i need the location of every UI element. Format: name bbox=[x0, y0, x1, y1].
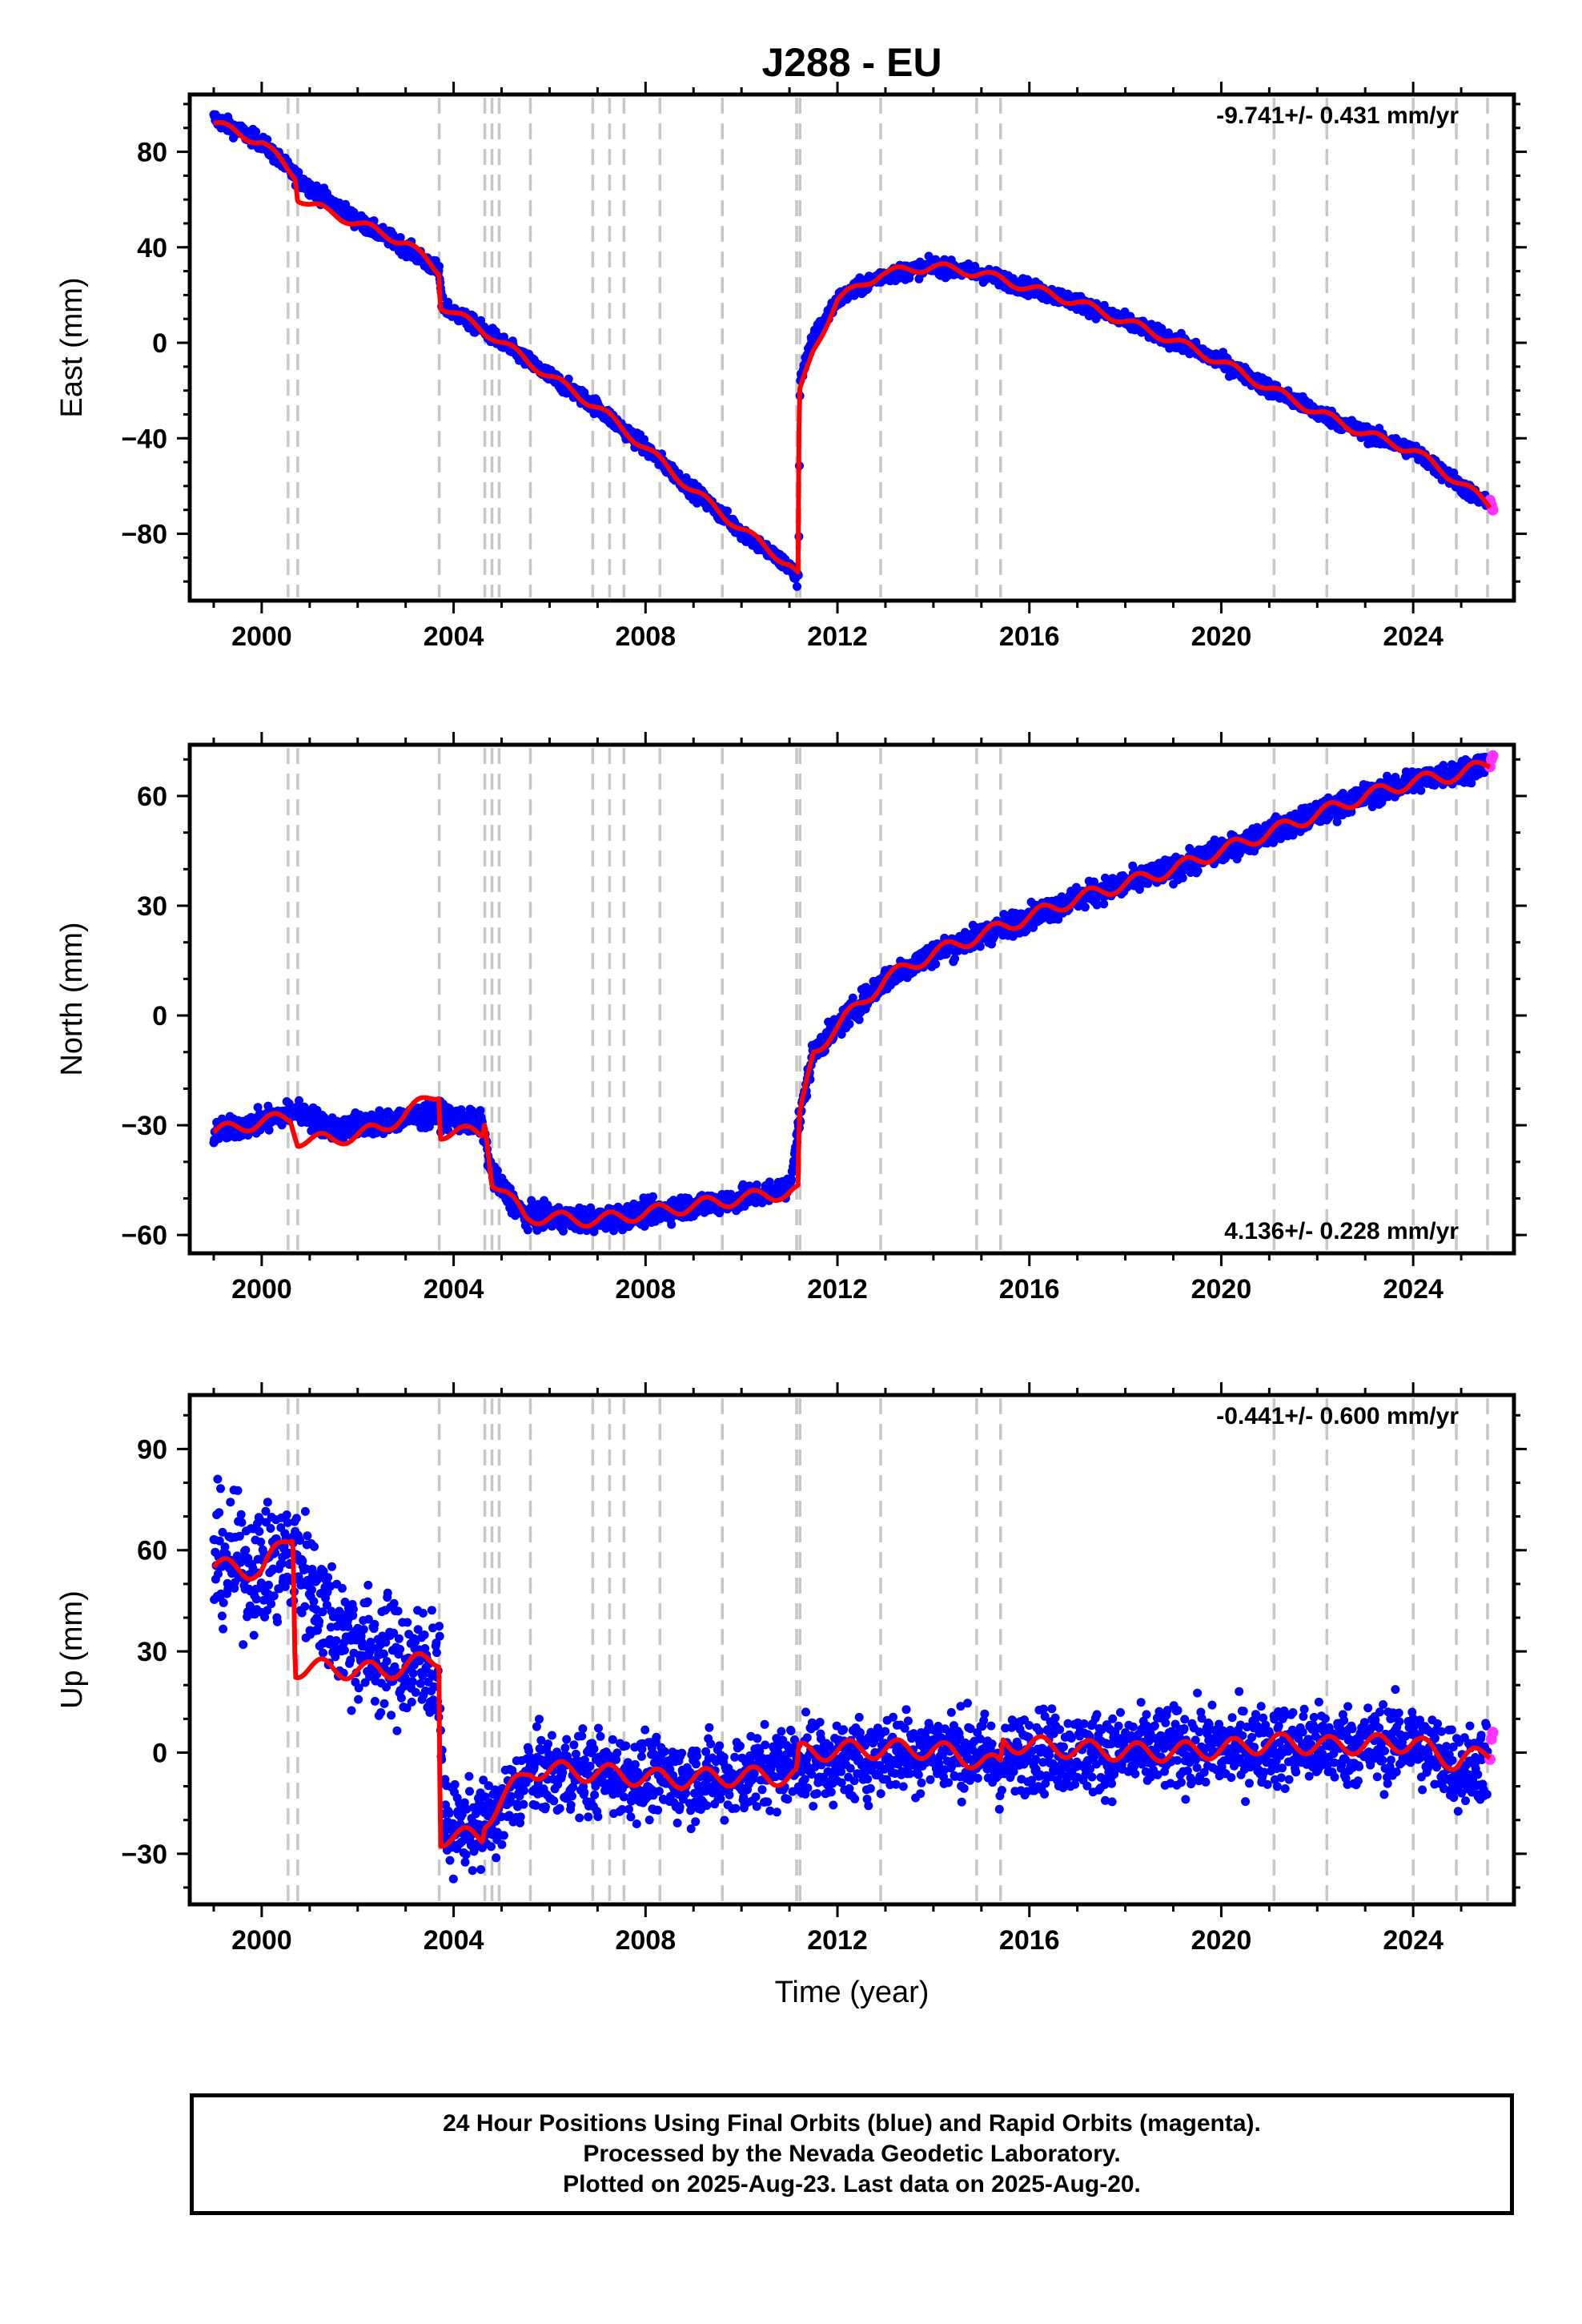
final-orbit-point bbox=[264, 1125, 274, 1135]
final-orbit-point bbox=[371, 1128, 381, 1138]
x-tick-label: 2016 bbox=[999, 621, 1060, 652]
final-orbits-points bbox=[209, 110, 1492, 591]
final-orbit-point bbox=[1193, 866, 1203, 875]
final-orbit-point bbox=[492, 1166, 502, 1176]
y-tick-label: 80 bbox=[137, 138, 167, 168]
x-tick-label: 2024 bbox=[1383, 621, 1443, 652]
final-orbit-point bbox=[1178, 873, 1187, 883]
final-orbit-point bbox=[396, 233, 405, 242]
x-tick-label: 2004 bbox=[424, 621, 484, 652]
plot-frame bbox=[187, 92, 1516, 603]
model-fit-line bbox=[212, 120, 1492, 575]
panel-2: 2000 2004 2008 2012 2016 2020 202460300−30−60N… bbox=[55, 732, 1527, 1305]
panels: 2000 2004 2008 2012 2016 2020 2024 80 40 0 −40 −80 E… bbox=[55, 82, 1527, 2009]
x-tick-label: 2008 bbox=[615, 621, 676, 652]
y-tick-label: 0 bbox=[152, 328, 167, 359]
final-orbit-point bbox=[476, 1106, 485, 1116]
final-orbit-point bbox=[854, 1015, 864, 1024]
final-orbit-point bbox=[667, 1220, 677, 1229]
final-orbit-point bbox=[848, 993, 857, 1003]
x-tick-label: 2020 bbox=[1191, 621, 1252, 652]
final-orbit-point bbox=[845, 1019, 854, 1029]
panel-1: 2000 2004 2008 2012 2016 2020 2024 80 40 0 −40 −80 E… bbox=[55, 82, 1527, 652]
y-tick-label: 40 bbox=[137, 233, 167, 263]
final-orbit-point bbox=[1099, 899, 1109, 909]
y-axis-label: East (mm) bbox=[55, 277, 89, 417]
final-orbit-point bbox=[435, 262, 444, 271]
velocity-annotation: -9.741+/- 0.431 mm/yr bbox=[1216, 103, 1459, 129]
y-tick-label: −80 bbox=[121, 520, 167, 550]
final-orbit-point bbox=[251, 127, 261, 136]
final-orbit-point bbox=[950, 954, 960, 963]
final-orbit-point bbox=[523, 1225, 532, 1235]
y-tick-label: −40 bbox=[121, 424, 167, 454]
final-orbit-point bbox=[444, 1125, 453, 1135]
chart-title: J288 - EU bbox=[761, 40, 942, 85]
final-orbit-point bbox=[787, 1175, 797, 1184]
x-tick-label: 2012 bbox=[807, 621, 868, 652]
final-orbit-point bbox=[648, 1192, 657, 1201]
final-orbit-point bbox=[723, 506, 732, 516]
x-tick-label: 2000 bbox=[231, 621, 292, 652]
final-orbit-point bbox=[1080, 903, 1090, 912]
final-orbit-point bbox=[793, 581, 801, 591]
final-orbit-point bbox=[931, 959, 941, 969]
